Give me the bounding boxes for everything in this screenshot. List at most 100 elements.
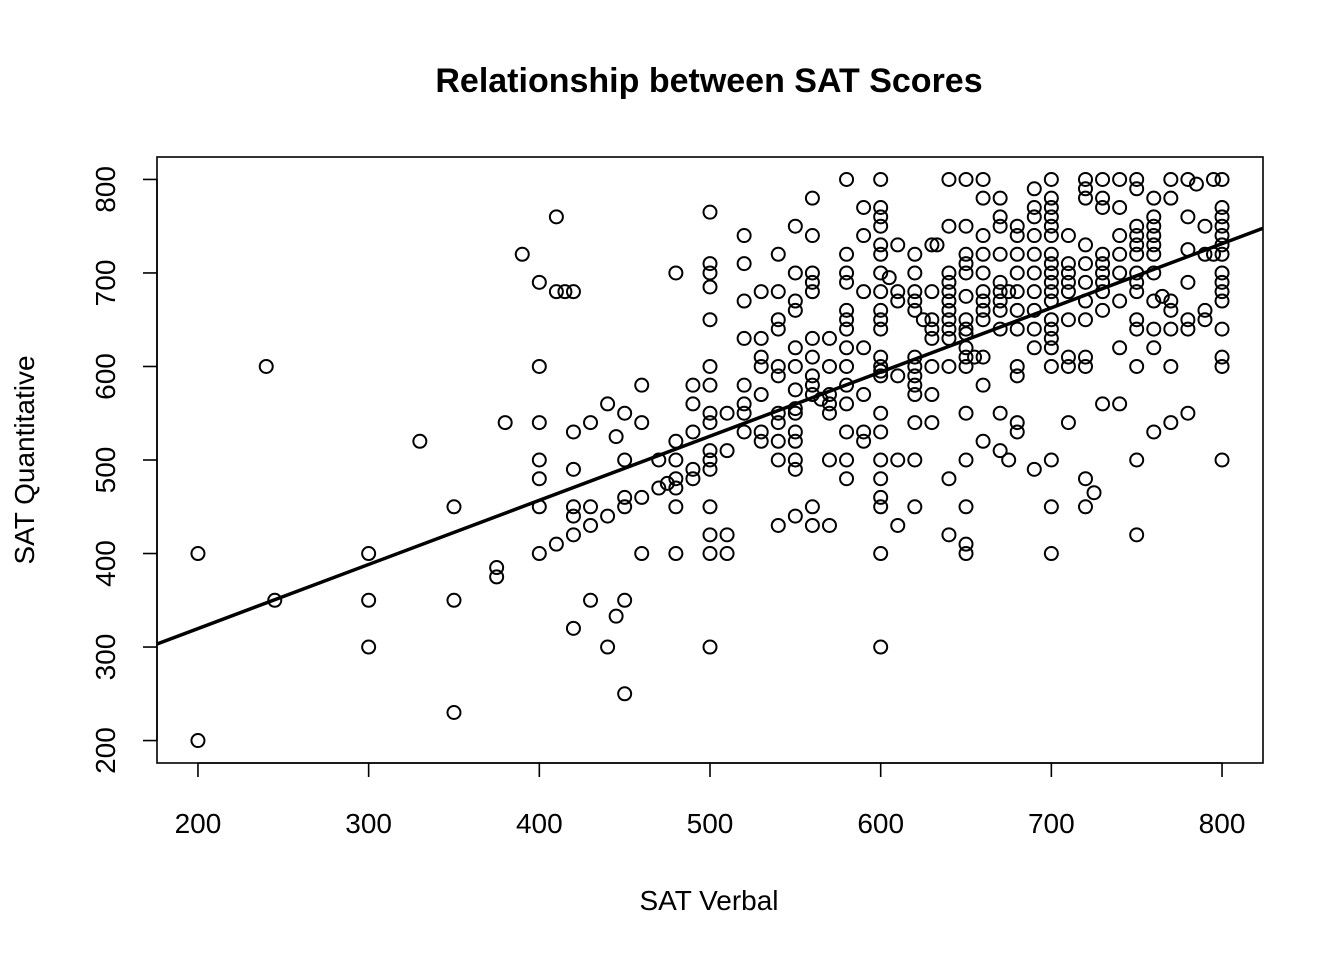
data-point xyxy=(1026,209,1042,225)
data-point xyxy=(1129,312,1145,328)
y-axis-label: SAT Quantitative xyxy=(9,355,40,564)
data-point xyxy=(839,321,855,337)
data-point xyxy=(1043,274,1059,290)
data-point xyxy=(839,340,855,356)
data-point xyxy=(617,592,633,608)
data-point xyxy=(941,527,957,543)
data-point xyxy=(958,265,974,281)
data-point xyxy=(1026,340,1042,356)
data-point xyxy=(1060,256,1076,272)
data-point xyxy=(873,639,889,655)
data-point xyxy=(1026,228,1042,244)
data-point xyxy=(839,246,855,262)
data-point xyxy=(992,190,1008,206)
data-point xyxy=(1043,321,1059,337)
data-point xyxy=(617,405,633,421)
data-point xyxy=(1112,396,1128,412)
data-point xyxy=(1009,265,1025,281)
data-point xyxy=(958,218,974,234)
data-point xyxy=(975,312,991,328)
data-point xyxy=(873,237,889,253)
data-point xyxy=(958,452,974,468)
y-tick-label: 800 xyxy=(90,166,121,213)
data-point xyxy=(190,733,206,749)
data-point xyxy=(1129,237,1145,253)
data-point xyxy=(702,358,718,374)
data-point xyxy=(975,293,991,309)
x-tick-label: 700 xyxy=(1028,808,1075,839)
data-point xyxy=(1009,302,1025,318)
data-point xyxy=(1146,228,1162,244)
data-point xyxy=(770,312,786,328)
data-point xyxy=(839,274,855,290)
data-point xyxy=(924,358,940,374)
data-point xyxy=(881,270,897,286)
data-point xyxy=(821,405,837,421)
data-point xyxy=(702,527,718,543)
data-point xyxy=(719,405,735,421)
data-point xyxy=(685,377,701,393)
data-point xyxy=(787,433,803,449)
data-point xyxy=(770,368,786,384)
data-point xyxy=(1180,405,1196,421)
data-point xyxy=(873,321,889,337)
data-point xyxy=(1060,284,1076,300)
data-point xyxy=(753,387,769,403)
data-point xyxy=(1214,171,1230,187)
data-point xyxy=(813,391,829,407)
data-point xyxy=(907,358,923,374)
data-point xyxy=(787,265,803,281)
data-point xyxy=(1077,293,1093,309)
data-point xyxy=(1154,288,1170,304)
data-point xyxy=(873,265,889,281)
data-point xyxy=(702,204,718,220)
data-point xyxy=(770,433,786,449)
data-point xyxy=(753,358,769,374)
data-point xyxy=(958,358,974,374)
data-point xyxy=(1060,274,1076,290)
data-point xyxy=(787,302,803,318)
data-point xyxy=(565,508,581,524)
data-point xyxy=(915,312,931,328)
data-point xyxy=(1095,274,1111,290)
data-point xyxy=(1214,284,1230,300)
y-tick-label: 700 xyxy=(90,260,121,307)
data-point xyxy=(992,246,1008,262)
data-point xyxy=(617,489,633,505)
data-point xyxy=(907,387,923,403)
data-point xyxy=(907,265,923,281)
data-point xyxy=(446,592,462,608)
data-point xyxy=(958,349,974,365)
data-point xyxy=(975,433,991,449)
data-point xyxy=(1163,302,1179,318)
data-point xyxy=(975,228,991,244)
data-point xyxy=(941,171,957,187)
plot-area-frame xyxy=(156,156,1264,764)
x-tick-label: 300 xyxy=(345,808,392,839)
data-point xyxy=(890,368,906,384)
data-point xyxy=(941,330,957,346)
data-point xyxy=(1129,527,1145,543)
data-point xyxy=(583,415,599,431)
data-point xyxy=(719,527,735,543)
data-point xyxy=(361,639,377,655)
data-point xyxy=(941,265,957,281)
data-point xyxy=(1146,293,1162,309)
data-point xyxy=(668,265,684,281)
data-point xyxy=(856,200,872,215)
data-point xyxy=(1188,176,1204,192)
data-point xyxy=(1043,358,1059,374)
data-point xyxy=(634,415,650,431)
data-point xyxy=(634,546,650,562)
data-point xyxy=(770,452,786,468)
y-tick-label: 500 xyxy=(90,447,121,494)
data-point xyxy=(583,592,599,608)
data-point xyxy=(967,349,983,365)
data-point xyxy=(873,209,889,225)
data-point xyxy=(1129,218,1145,234)
data-point xyxy=(1026,265,1042,281)
data-point xyxy=(1129,265,1145,281)
data-point xyxy=(565,527,581,543)
data-point xyxy=(1206,171,1222,187)
